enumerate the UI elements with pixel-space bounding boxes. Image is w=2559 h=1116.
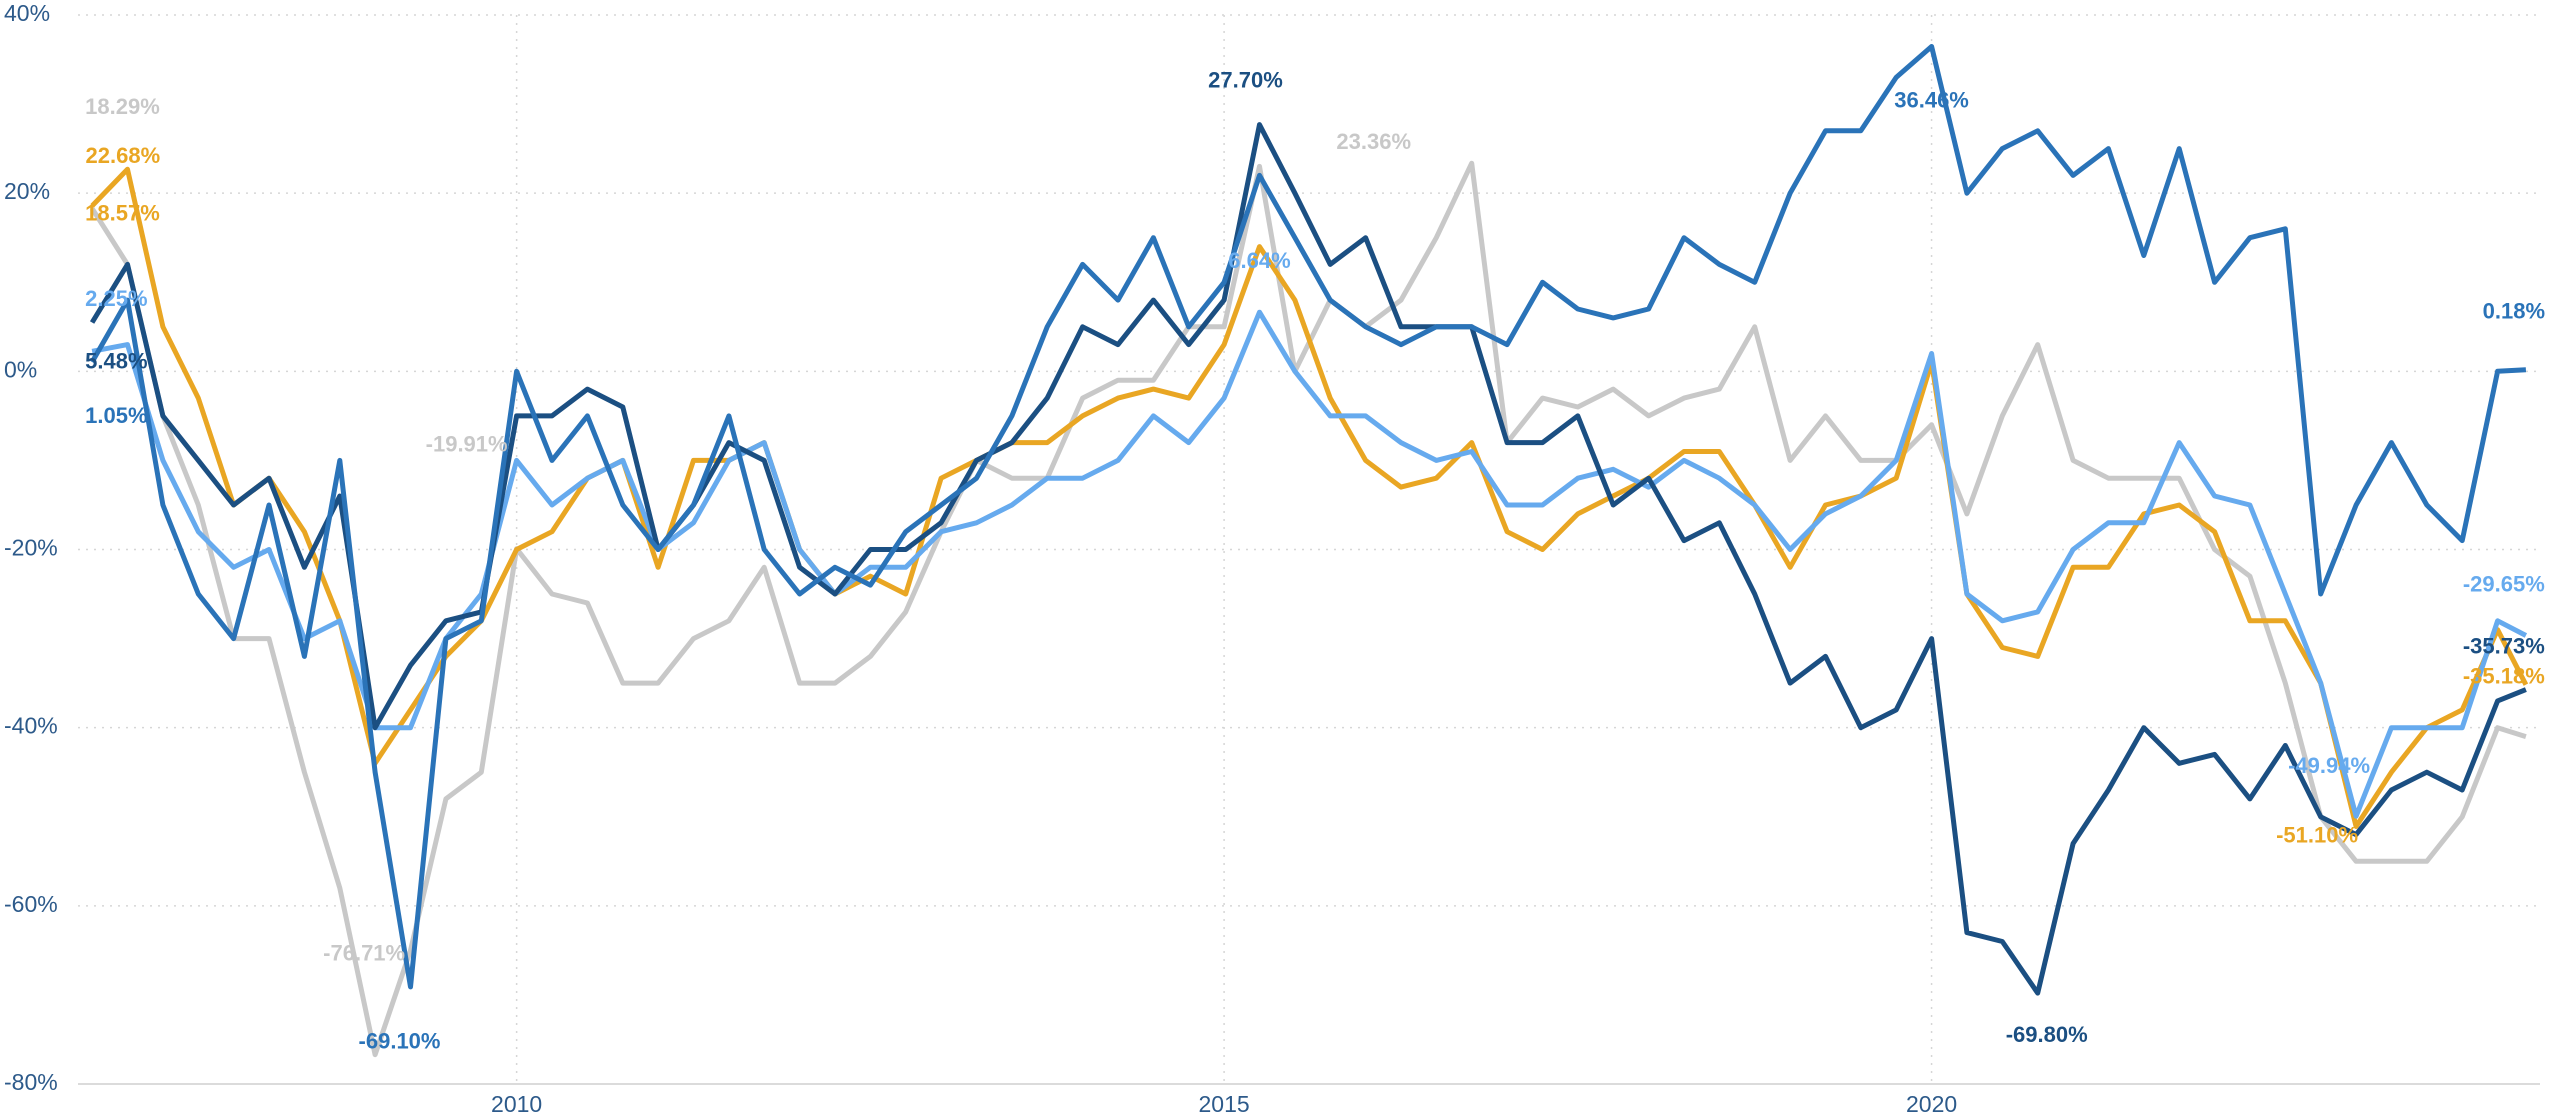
y-tick-label: -80%	[4, 1069, 58, 1095]
series-line	[89, 44, 2527, 990]
data-label: 18.57%	[85, 201, 160, 226]
y-tick-label: -60%	[4, 891, 58, 917]
data-label: -49.94%	[2288, 753, 2370, 778]
data-label: 36.46%	[1894, 87, 1969, 112]
data-label: 23.36%	[1336, 129, 1411, 154]
data-label: -69.10%	[359, 1029, 441, 1054]
x-tick-label: 2010	[491, 1091, 542, 1116]
data-label: -19.91%	[426, 432, 508, 457]
data-label: 6.64%	[1228, 248, 1290, 273]
data-label: -35.18%	[2463, 664, 2545, 689]
data-label: 18.29%	[85, 94, 160, 119]
data-label: 27.70%	[1208, 67, 1283, 92]
data-label: 1.05%	[85, 403, 147, 428]
data-label: -51.10%	[2276, 822, 2358, 847]
data-label: -76.71%	[323, 941, 405, 966]
x-tick-label: 2015	[1199, 1091, 1250, 1116]
data-label: -69.80%	[2006, 1022, 2088, 1047]
y-tick-label: 40%	[4, 0, 50, 26]
data-label: -35.73%	[2463, 633, 2545, 658]
series-line	[89, 122, 2527, 996]
series-line	[91, 309, 2528, 819]
data-label: 2.25%	[85, 286, 147, 311]
series-line	[90, 166, 2529, 829]
y-tick-label: -20%	[4, 535, 58, 561]
y-tick-label: 20%	[4, 178, 50, 204]
series-line	[89, 160, 2527, 1058]
data-label: 0.18%	[2483, 299, 2545, 324]
data-label: -29.65%	[2463, 571, 2545, 596]
x-tick-label: 2020	[1906, 1091, 1957, 1116]
y-tick-label: 0%	[4, 356, 37, 382]
y-tick-label: -40%	[4, 713, 58, 739]
data-label: 22.68%	[86, 143, 161, 168]
data-label: 5.48%	[85, 348, 147, 373]
